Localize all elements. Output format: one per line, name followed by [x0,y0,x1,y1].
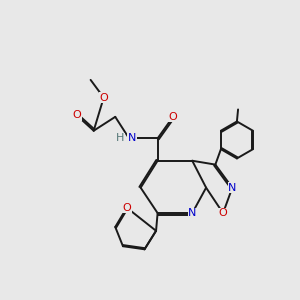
Text: H: H [116,134,124,143]
Text: O: O [122,203,131,213]
Text: N: N [188,208,196,218]
Text: N: N [128,134,136,143]
Text: O: O [169,112,177,122]
Text: O: O [219,208,227,218]
Text: O: O [99,93,108,103]
Text: N: N [228,183,236,193]
Text: O: O [72,110,81,120]
